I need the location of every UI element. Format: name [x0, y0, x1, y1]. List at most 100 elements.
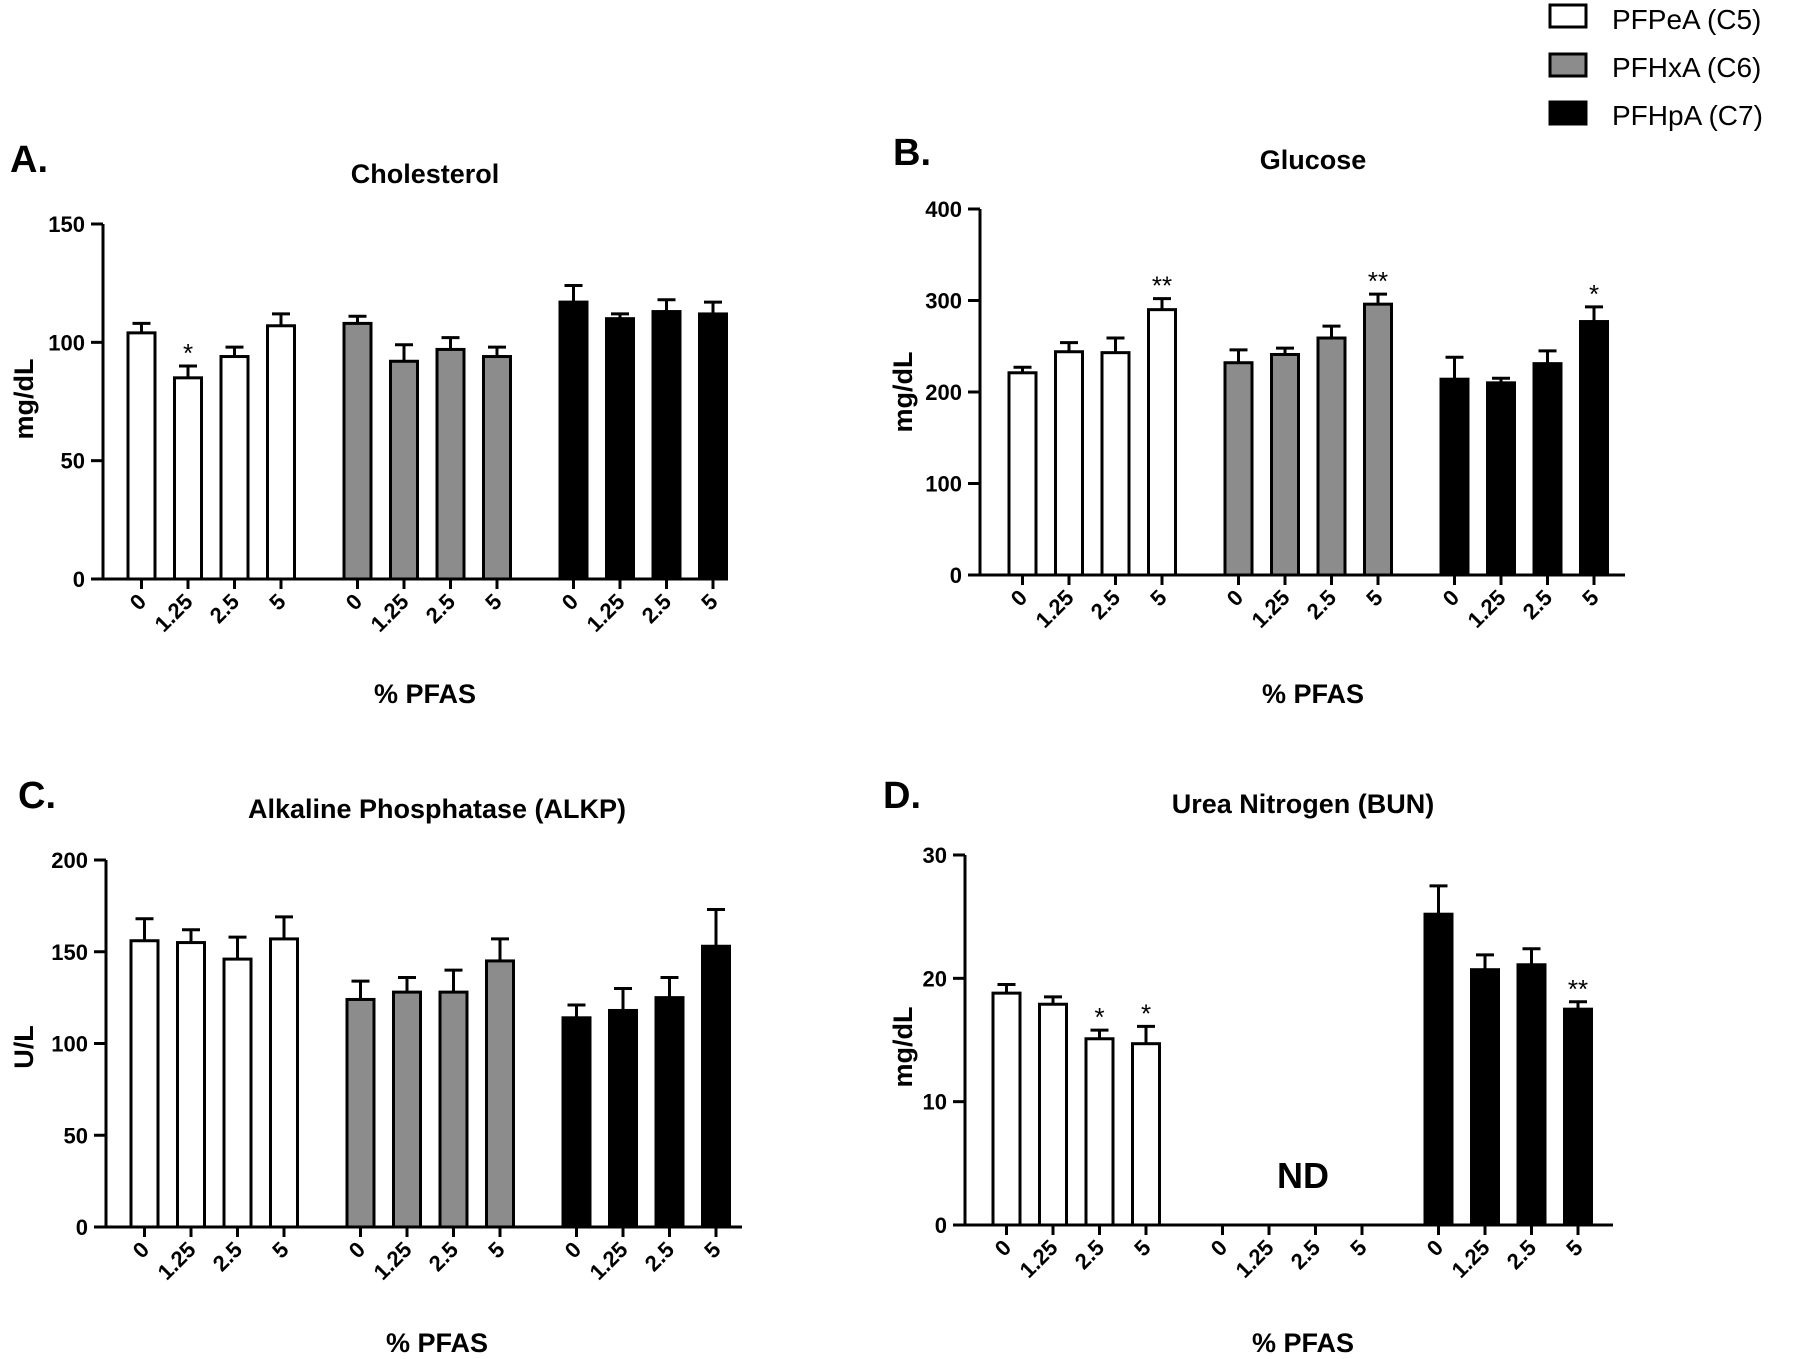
panel-d-nd-annotation: ND: [1277, 1155, 1329, 1196]
significance-marker: *: [183, 338, 193, 368]
panel-a-x-axis-label: % PFAS: [374, 679, 476, 709]
bar: [1579, 320, 1609, 577]
panel-d-title: Urea Nitrogen (BUN): [1172, 789, 1435, 819]
bar: [392, 990, 422, 1229]
x-tick-label: 5: [1345, 1235, 1371, 1261]
panel-b-title: Glucose: [1260, 145, 1367, 175]
bar: [1147, 308, 1177, 577]
bar: [698, 312, 728, 581]
x-tick-label: 5: [264, 589, 290, 615]
y-tick-label: 0: [935, 1213, 947, 1238]
x-tick-label: 5: [1361, 585, 1387, 611]
panel-b-x-axis-label: % PFAS: [1262, 679, 1364, 709]
panel-a-y-axis-label: mg/dL: [9, 359, 39, 440]
bar: [438, 990, 469, 1229]
panel-d: D. Urea Nitrogen (BUN) mg/dL % PFAS ND 0…: [883, 775, 1613, 1358]
x-tick-label: 2.5: [1302, 585, 1341, 624]
x-tick-label: 1.25: [1015, 1235, 1063, 1283]
bar: [701, 944, 731, 1229]
bar: [1363, 302, 1393, 577]
x-tick-label: 2.5: [205, 589, 244, 628]
bar: [1439, 377, 1470, 577]
bar: [1470, 968, 1500, 1227]
significance-marker: *: [1589, 279, 1599, 309]
panel-c: C. Alkaline Phosphatase (ALKP) U/L % PFA…: [9, 775, 742, 1358]
x-tick-label: 0: [557, 589, 583, 615]
bar: [608, 1008, 638, 1229]
significance-marker: *: [1141, 998, 1151, 1028]
bar: [605, 317, 635, 581]
bar: [1131, 1042, 1161, 1227]
panel-a-letter: A.: [10, 139, 48, 181]
x-tick-label: 2.5: [637, 589, 676, 628]
y-tick-label: 400: [925, 197, 962, 222]
y-tick-label: 10: [923, 1090, 947, 1115]
x-tick-label: 0: [990, 1235, 1016, 1261]
legend-swatch-c6: [1548, 52, 1588, 78]
legend-label-c5: PFPeA (C5): [1612, 4, 1761, 35]
bar: [558, 300, 589, 581]
x-tick-label: 5: [1129, 1235, 1155, 1261]
panel-a-title: Cholesterol: [351, 159, 500, 189]
x-tick-label: 2.5: [1502, 1235, 1541, 1274]
panel-b: B. Glucose mg/dL % PFAS 010020030040001.…: [888, 132, 1625, 709]
y-tick-label: 100: [925, 472, 962, 497]
panel-d-y-axis-label: mg/dL: [888, 1007, 918, 1088]
x-tick-label: 2.5: [421, 589, 460, 628]
y-tick-label: 50: [64, 1123, 88, 1148]
panel-a: A. Cholesterol mg/dL % PFAS 05010015001.…: [9, 139, 728, 709]
significance-marker: *: [1094, 1002, 1104, 1032]
bar: [1100, 351, 1131, 577]
x-tick-label: 2.5: [640, 1237, 679, 1276]
bar: [173, 376, 203, 581]
bar: [266, 324, 296, 581]
significance-marker: **: [1368, 266, 1388, 296]
y-tick-label: 50: [61, 449, 85, 474]
bar: [389, 359, 419, 581]
x-tick-label: 5: [1145, 585, 1171, 611]
bar: [435, 347, 466, 581]
y-tick-label: 200: [925, 380, 962, 405]
bar: [1423, 912, 1454, 1227]
x-tick-label: 0: [1006, 585, 1032, 611]
x-tick-label: 5: [483, 1237, 509, 1263]
bar: [1038, 1002, 1068, 1227]
y-tick-label: 300: [925, 289, 962, 314]
x-tick-label: 1.25: [1247, 585, 1295, 633]
bar: [1563, 1007, 1593, 1227]
bar: [222, 957, 253, 1229]
y-tick-label: 30: [923, 843, 947, 868]
x-tick-label: 2.5: [424, 1237, 463, 1276]
x-tick-label: 0: [1222, 585, 1248, 611]
x-tick-label: 1.25: [153, 1237, 201, 1285]
bar: [269, 937, 299, 1229]
x-tick-label: 5: [480, 589, 506, 615]
x-tick-label: 0: [125, 589, 151, 615]
x-tick-label: 1.25: [1447, 1235, 1495, 1283]
bar: [1486, 381, 1516, 577]
x-tick-label: 0: [1422, 1235, 1448, 1261]
bar: [651, 310, 682, 581]
bar: [1054, 350, 1084, 577]
bar: [342, 321, 373, 581]
x-tick-label: 2.5: [1286, 1235, 1325, 1274]
significance-marker: **: [1152, 271, 1172, 301]
x-tick-label: 5: [1577, 585, 1603, 611]
x-tick-label: 0: [344, 1237, 370, 1263]
x-tick-label: 0: [1206, 1235, 1232, 1261]
x-tick-label: 1.25: [582, 589, 630, 637]
x-tick-label: 2.5: [1518, 585, 1557, 624]
bar: [485, 959, 515, 1229]
x-tick-label: 1.25: [366, 589, 414, 637]
legend-swatch-c7: [1548, 100, 1588, 126]
bar: [561, 1016, 592, 1229]
legend: PFPeA (C5) PFHxA (C6) PFHpA (C7): [1548, 3, 1763, 131]
panel-c-letter: C.: [18, 775, 56, 817]
bar: [1516, 963, 1547, 1227]
y-tick-label: 200: [51, 848, 88, 873]
bar: [345, 997, 376, 1229]
